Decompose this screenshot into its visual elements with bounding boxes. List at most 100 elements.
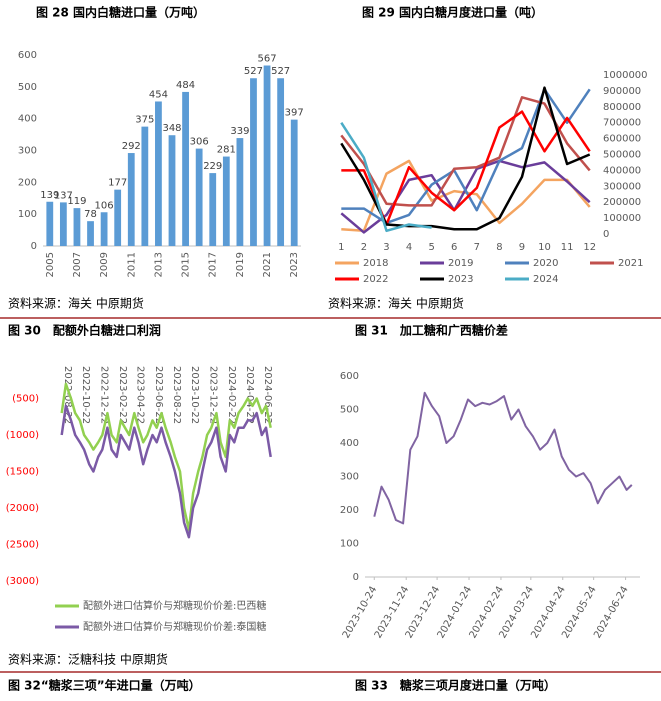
x-tick-label: 11 — [561, 242, 574, 253]
data-label: 454 — [149, 89, 168, 100]
data-label: 229 — [203, 161, 222, 172]
y-tick-label: 100000 — [603, 213, 641, 224]
x-tick-label: 3 — [383, 242, 389, 253]
x-tick-label: 2024-02-22 — [226, 366, 237, 424]
bar — [168, 135, 176, 246]
legend-label: 2022 — [363, 274, 388, 285]
data-label: 348 — [162, 123, 181, 134]
x-tick-label: 1 — [338, 242, 344, 253]
y-tick-label: 300 — [340, 472, 359, 483]
bar — [100, 212, 108, 246]
x-tick-label: 2023-02-22 — [117, 366, 128, 424]
data-label: 527 — [271, 66, 290, 77]
bar — [87, 221, 94, 246]
y-tick-label: 0 — [353, 572, 359, 583]
figure-title: 图 31 加工糖和广西糖价差 — [355, 323, 508, 338]
figure-title: 图 33 糖浆三项月度进口量（万吨） — [355, 678, 556, 693]
x-tick-label: 2024-06-22 — [262, 366, 273, 424]
x-tick-label: 2023-08-22 — [171, 366, 182, 424]
legend-label: 2019 — [448, 258, 473, 269]
source: 资料来源：海关 中原期货 — [328, 296, 464, 311]
x-tick-label: 2022-08-22 — [62, 366, 73, 424]
data-label: 375 — [135, 115, 154, 126]
x-tick-label: 2019 — [235, 252, 246, 277]
data-label: 397 — [285, 108, 304, 119]
x-tick-label: 9 — [519, 242, 525, 253]
y-tick-label: (2000) — [6, 503, 39, 514]
x-tick-label: 8 — [496, 242, 502, 253]
y-tick-label: 200 — [340, 505, 359, 516]
x-tick-label: 6 — [451, 242, 457, 253]
y-tick-label: 500 — [18, 82, 37, 93]
x-tick-label: 2023-10-22 — [189, 366, 200, 424]
source: 资料来源：泛糖科技 中原期货 — [8, 652, 168, 667]
y-tick-label: 0 — [603, 229, 609, 240]
bar — [127, 153, 135, 246]
data-label: 281 — [217, 145, 236, 156]
x-tick-label: 2 — [361, 242, 367, 253]
data-label: 484 — [176, 80, 195, 91]
x-tick-label: 2022-10-22 — [80, 366, 91, 424]
legend-label: 配额外进口估算价与郑糖现价价差:泰国糖 — [83, 620, 266, 633]
x-tick-label: 2007 — [72, 252, 83, 277]
bar — [141, 126, 149, 246]
bar — [277, 78, 285, 246]
legend-label: 2020 — [533, 258, 558, 269]
bar — [236, 138, 244, 246]
x-tick-label: 4 — [406, 242, 412, 253]
source: 资料来源：海关 中原期货 — [8, 296, 144, 311]
data-label: 527 — [244, 66, 263, 77]
legend-label: 2018 — [363, 258, 388, 269]
legend-label: 配额外进口估算价与郑糖现价价差:巴西糖 — [83, 599, 266, 612]
y-tick-label: 300 — [18, 146, 37, 157]
bar — [263, 65, 271, 246]
bar — [59, 202, 67, 246]
bar — [209, 173, 217, 246]
y-tick-label: 300000 — [603, 181, 641, 192]
data-label: 137 — [54, 190, 73, 201]
data-label: 106 — [95, 200, 114, 211]
x-tick-label: 2023 — [289, 252, 300, 277]
line-series — [340, 96, 591, 207]
y-tick-label: 800000 — [603, 102, 641, 113]
x-tick-label: 2024-04-22 — [244, 366, 255, 424]
x-tick-label: 5 — [428, 242, 434, 253]
line-series — [373, 391, 633, 525]
bar — [195, 148, 203, 246]
y-tick-label: 500 — [340, 405, 359, 416]
y-tick-label: (1500) — [6, 467, 39, 478]
x-tick-label: 2015 — [181, 252, 192, 277]
y-tick-label: 600000 — [603, 134, 641, 145]
y-tick-label: 500000 — [603, 150, 641, 161]
x-tick-label: 7 — [474, 242, 480, 253]
y-tick-label: (2500) — [6, 540, 39, 551]
data-label: 177 — [108, 178, 127, 189]
figure-title: 图 29 国内白糖月度进口量（吨） — [362, 5, 543, 20]
bar — [73, 208, 81, 246]
y-tick-label: 200 — [18, 177, 37, 188]
x-tick-label: 2009 — [99, 252, 110, 277]
x-tick-label: 2017 — [208, 252, 219, 277]
data-label: 119 — [67, 196, 86, 207]
data-label: 292 — [122, 141, 141, 152]
x-tick-label: 2023-04-22 — [135, 366, 146, 424]
y-tick-label: 200000 — [603, 197, 641, 208]
x-tick-label: 2013 — [153, 252, 164, 277]
x-tick-label: 2023-12-22 — [207, 366, 218, 424]
y-tick-label: (3000) — [6, 576, 39, 587]
bar — [46, 201, 54, 246]
legend-label: 2021 — [618, 258, 643, 269]
y-tick-label: (1000) — [6, 430, 39, 441]
y-tick-label: 900000 — [603, 86, 641, 97]
line-series — [60, 382, 272, 532]
data-label: 139 — [40, 190, 59, 201]
y-tick-label: 600 — [18, 50, 37, 61]
legend-label: 2023 — [448, 274, 473, 285]
line-series — [60, 404, 272, 539]
bar — [155, 101, 162, 246]
data-label: 567 — [258, 54, 277, 65]
y-tick-label: 400 — [18, 114, 37, 125]
data-label: 306 — [190, 137, 209, 148]
line-series — [340, 122, 432, 233]
